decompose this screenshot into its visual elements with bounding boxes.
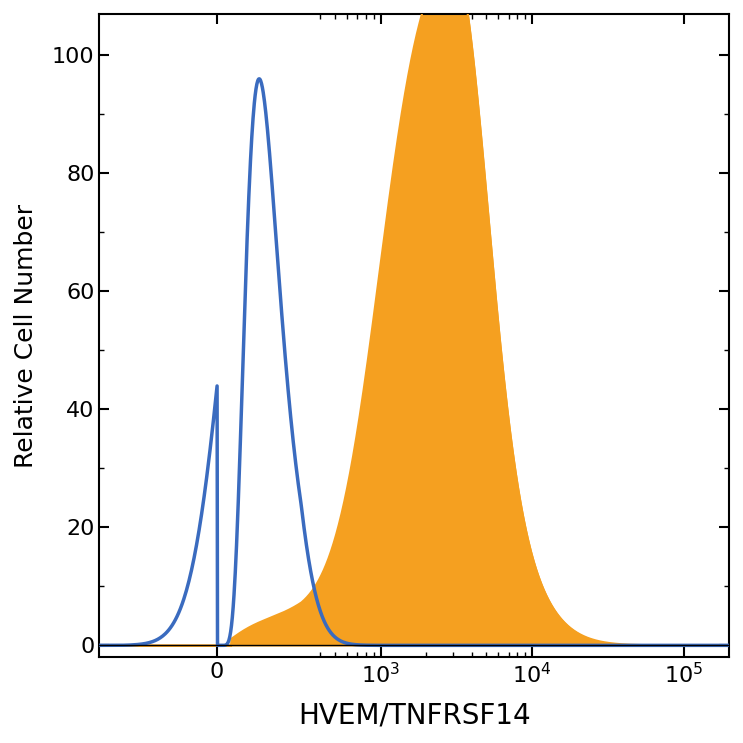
X-axis label: HVEM/TNFRSF14: HVEM/TNFRSF14 (298, 701, 531, 729)
Y-axis label: Relative Cell Number: Relative Cell Number (14, 204, 38, 467)
